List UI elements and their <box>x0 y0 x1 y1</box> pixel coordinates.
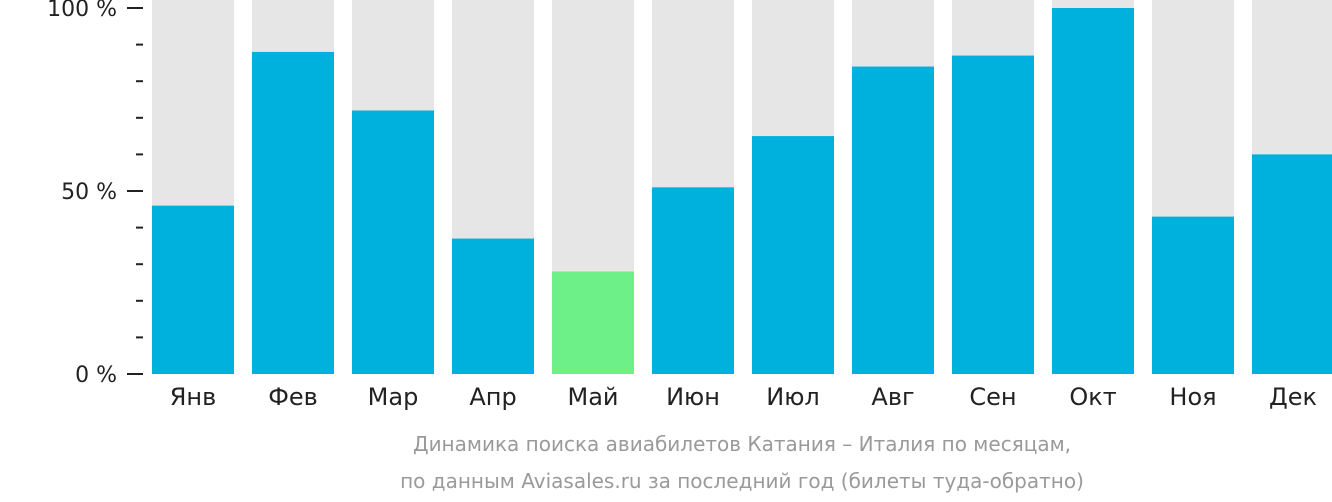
bar-8 <box>852 66 934 374</box>
bar-10 <box>1052 8 1134 374</box>
bar-5 <box>552 271 634 374</box>
x-tick-label-11: Ноя <box>1169 383 1216 411</box>
y-tick-label-2: 50 % <box>61 180 117 205</box>
y-axis: 0 % 50 % 100 % <box>47 0 143 388</box>
x-tick-label-5: Май <box>567 383 618 411</box>
chart-caption-line-2: по данным Aviasales.ru за последний год … <box>400 469 1084 493</box>
x-tick-label-2: Фев <box>268 383 318 411</box>
x-tick-label-10: Окт <box>1069 383 1116 411</box>
bars <box>152 8 1332 375</box>
bar-2 <box>252 51 334 375</box>
y-tick-label-3: 100 % <box>47 0 117 22</box>
bar-4 <box>452 238 534 374</box>
bar-1 <box>152 205 234 374</box>
chart-caption-line-1: Динамика поиска авиабилетов Катания – Ит… <box>413 432 1071 456</box>
x-tick-label-1: Янв <box>170 383 217 411</box>
bar-7 <box>752 136 834 374</box>
bar-9 <box>952 55 1034 375</box>
bar-11 <box>1152 216 1234 374</box>
x-axis-labels: Янв Фев Мар Апр Май Июн Июл Авг Сен Окт Ноя Дек <box>170 383 1317 411</box>
bar-6 <box>652 187 734 374</box>
x-tick-label-12: Дек <box>1269 383 1317 411</box>
x-tick-label-8: Авг <box>871 383 914 411</box>
x-tick-label-7: Июл <box>766 383 820 411</box>
bar-3 <box>352 110 434 374</box>
x-tick-label-9: Сен <box>969 383 1016 411</box>
x-tick-label-4: Апр <box>469 383 516 411</box>
bar-12 <box>1252 154 1332 374</box>
y-tick-label-1: 0 % <box>75 363 117 388</box>
x-tick-label-3: Мар <box>368 383 419 411</box>
x-tick-label-6: Июн <box>666 383 720 411</box>
